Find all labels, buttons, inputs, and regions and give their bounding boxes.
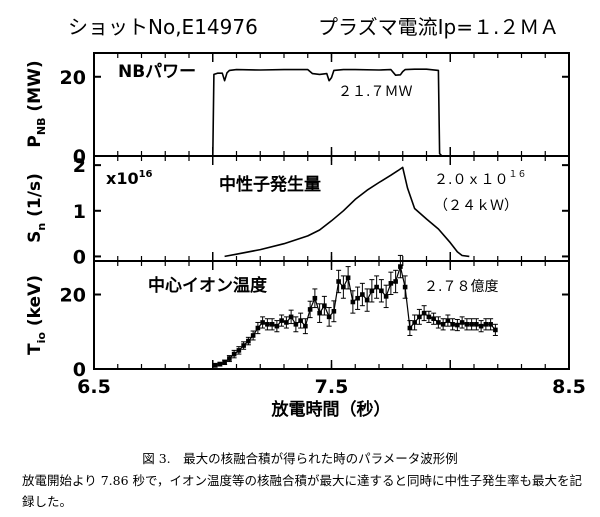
data-point (379, 288, 384, 294)
y-tick-label: 0 (73, 246, 86, 268)
data-point (265, 322, 270, 327)
data-point (455, 322, 460, 328)
data-point (260, 320, 265, 325)
series-line (212, 68, 443, 157)
data-point (317, 310, 322, 316)
data-point (459, 320, 465, 325)
data-point (450, 322, 455, 327)
data-point (231, 351, 237, 357)
data-point (374, 284, 379, 290)
data-point (393, 279, 398, 284)
data-point (341, 284, 346, 290)
data-point (474, 322, 479, 327)
y-tick-label: 0 (73, 359, 86, 381)
data-point (336, 279, 341, 284)
data-point (417, 314, 422, 320)
data-point (279, 318, 284, 323)
data-point (250, 333, 256, 338)
nb-power-title: NBパワー (118, 62, 196, 82)
nb-power-annotation: ２１.７ＭＷ (338, 84, 412, 100)
data-point (293, 322, 299, 327)
x-tick-label: 7.5 (315, 376, 349, 398)
neutron-annotation: ２.０ｘ１０１６ (434, 170, 526, 188)
figure-caption: 図 3. 最大の核融合積が得られた時のパラメータ波形例 (142, 451, 458, 466)
data-point (412, 320, 417, 325)
data-point (407, 325, 413, 331)
ion-temp-annotation: ２.７８億度 (424, 279, 498, 295)
data-point (307, 307, 313, 312)
data-point (383, 294, 389, 299)
data-point (212, 362, 218, 368)
data-point (364, 297, 370, 303)
data-point (483, 322, 489, 327)
data-point (322, 303, 327, 308)
shot-number: ショットNo,E14976 (68, 15, 258, 39)
data-point (402, 284, 408, 290)
series-line (224, 166, 470, 258)
data-point (426, 314, 432, 320)
y-tick-label: 20 (60, 67, 86, 89)
data-point (464, 322, 470, 327)
data-point (217, 361, 223, 367)
data-point (288, 314, 294, 320)
data-point (440, 322, 446, 327)
data-point (236, 348, 242, 353)
figure-description: 放電開始より 7.86 秒で，イオン温度等の核融合積が最大に達すると同時に中性子… (22, 473, 583, 509)
data-point (331, 308, 337, 314)
data-point (326, 314, 332, 320)
data-point (355, 295, 360, 301)
x-tick-label: 6.5 (77, 376, 111, 398)
data-point (345, 275, 351, 281)
data-point (369, 288, 375, 294)
data-point (478, 323, 484, 329)
data-point (360, 292, 365, 297)
ion-temp-ylabel: Tio (keV) (25, 275, 48, 355)
data-point (388, 281, 394, 286)
data-point (421, 310, 427, 316)
neutron-annotation-2: （２４ｋＷ） (434, 198, 518, 214)
data-point (312, 295, 318, 301)
data-point (255, 325, 261, 331)
data-point (241, 343, 246, 348)
x-tick-label: 8.5 (552, 376, 586, 398)
data-point (469, 322, 474, 327)
data-point (303, 323, 308, 329)
data-point (269, 322, 275, 327)
plasma-current: プラズマ電流Ip=１.２ＭＡ (318, 15, 559, 39)
data-point (493, 327, 498, 333)
data-point (227, 356, 232, 361)
x-axis-title: 放電時間（秒） (271, 399, 391, 420)
data-point (445, 318, 451, 323)
y-tick-label: 20 (60, 285, 86, 307)
neutron-scale-label: x1016 (106, 169, 153, 188)
y-tick-label: 0 (73, 146, 86, 168)
neutron-ylabel: Sn (1/s) (25, 173, 48, 243)
neutron-title: 中性子発生量 (219, 174, 321, 195)
nb-power-ylabel: PNB (MW) (25, 60, 48, 147)
data-point (246, 338, 251, 344)
data-point (350, 299, 356, 305)
data-point (431, 316, 436, 322)
data-point (284, 320, 289, 325)
data-point (398, 264, 403, 269)
ion-temp-title: 中心イオン温度 (148, 275, 268, 296)
y-tick-label: 2 (73, 155, 86, 177)
y-tick-label: 1 (73, 201, 86, 223)
data-point (274, 323, 280, 329)
data-point (222, 359, 227, 365)
data-point (298, 318, 303, 323)
data-point (488, 322, 493, 327)
data-point (436, 320, 441, 325)
